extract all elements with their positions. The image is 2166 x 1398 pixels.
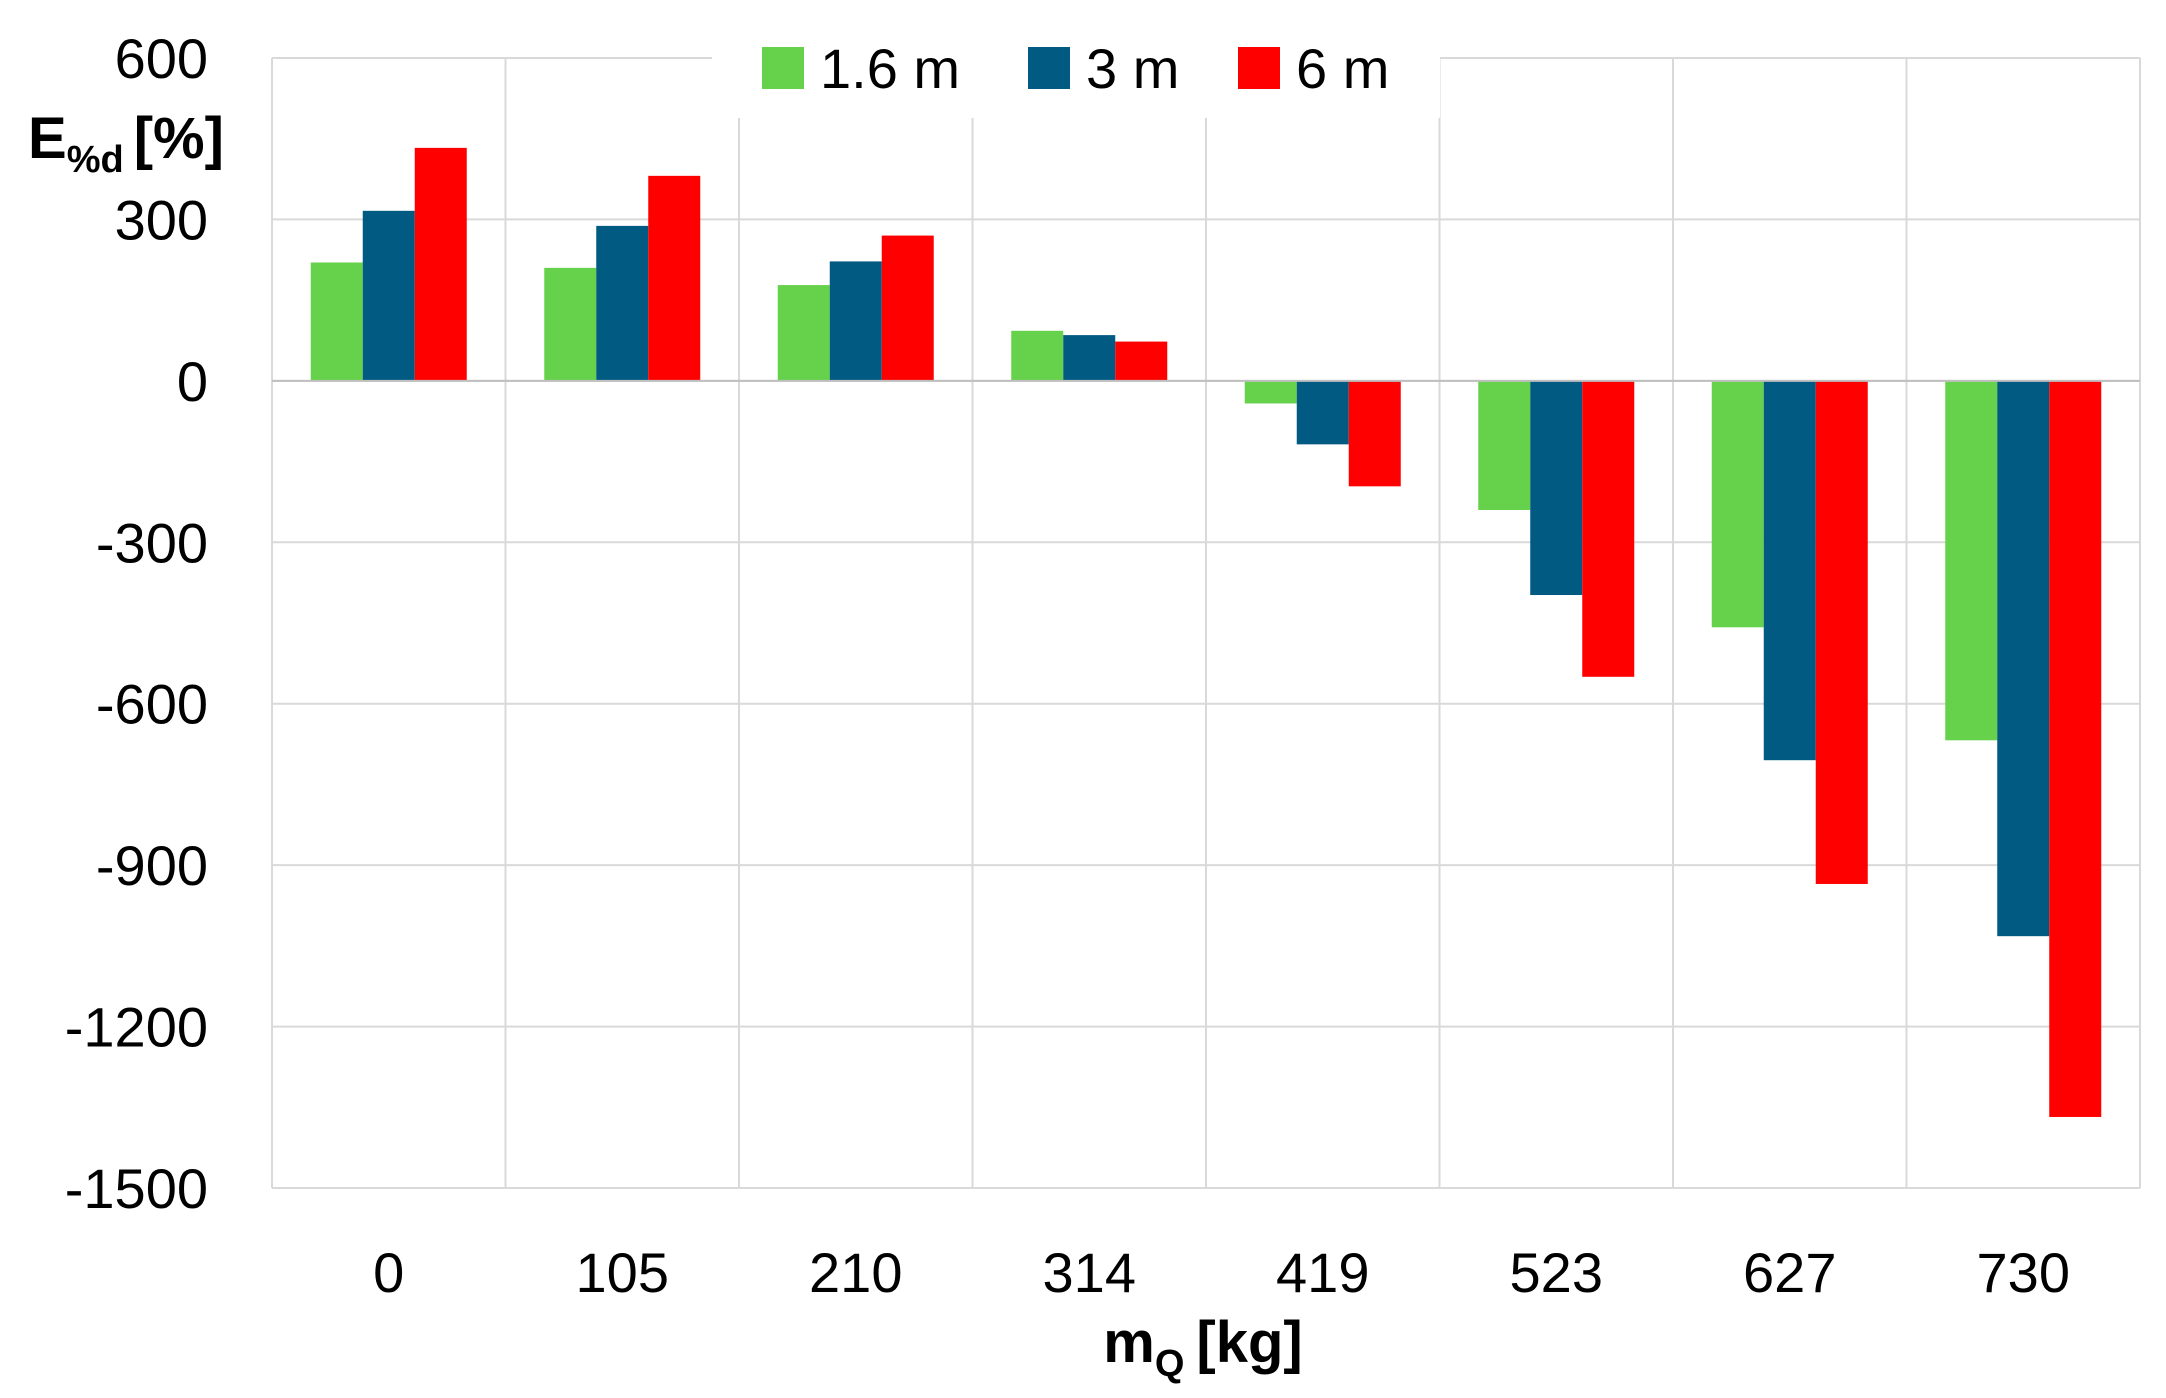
y-axis-title: E%d [%]: [28, 106, 224, 181]
y-tick-label-5: -900: [96, 834, 208, 897]
bar-6-m-523: [1582, 380, 1635, 677]
bar-6-m-210: [881, 235, 934, 381]
bar-1-6-m-523: [1478, 380, 1531, 510]
bar-6-m-419: [1348, 380, 1401, 487]
bar-3-m-210: [829, 261, 882, 381]
bar-6-m-730: [2049, 380, 2102, 1117]
bar-6-m-105: [648, 175, 701, 381]
bar-1-6-m-730: [1945, 380, 1998, 741]
x-tick-label-3: 314: [1043, 1241, 1136, 1304]
x-axis-title-sub: Q: [1155, 1343, 1185, 1385]
x-axis-title: mQ [kg]: [1103, 1310, 1302, 1385]
legend-label-3m: 3 m: [1086, 37, 1179, 100]
x-axis-title-unit: [kg]: [1196, 1310, 1302, 1375]
bar-3-m-314: [1063, 335, 1116, 381]
bar-3-m-523: [1530, 380, 1583, 596]
x-axis-tick-labels: 0 105 210 314 419 523 627 730: [373, 1241, 2070, 1304]
legend: 1.6 m 3 m 6 m: [712, 32, 1440, 118]
x-tick-label-7: 730: [1977, 1241, 2070, 1304]
bar-6-m-627: [1815, 380, 1868, 884]
x-tick-label-4: 419: [1276, 1241, 1369, 1304]
bar-3-m-730: [1997, 380, 2050, 937]
grid: [271, 57, 2141, 1189]
x-axis-title-main: m: [1103, 1310, 1155, 1375]
x-tick-label-1: 105: [576, 1241, 669, 1304]
legend-background: [712, 32, 1440, 118]
bar-1-6-m-0: [310, 262, 363, 381]
legend-swatch-1-6m: [762, 47, 804, 89]
bar-1-6-m-627: [1711, 380, 1764, 628]
bar-6-m-314: [1115, 341, 1168, 381]
legend-swatch-6m: [1238, 47, 1280, 89]
bar-1-6-m-419: [1244, 380, 1297, 404]
y-tick-label-0: 600: [115, 27, 208, 90]
bar-1-6-m-314: [1011, 330, 1064, 381]
x-tick-label-6: 627: [1743, 1241, 1836, 1304]
bar-3-m-105: [596, 225, 649, 381]
bar-3-m-627: [1763, 380, 1816, 761]
legend-label-6m: 6 m: [1296, 37, 1389, 100]
x-tick-label-2: 210: [809, 1241, 902, 1304]
y-axis-tick-labels: 600 300 0 -300 -600 -900 -1200 -1500: [65, 27, 208, 1220]
legend-label-1-6m: 1.6 m: [820, 37, 960, 100]
y-axis-title-unit: [%]: [134, 106, 224, 171]
y-tick-label-7: -1500: [65, 1157, 208, 1220]
y-axis-title-sub: %d: [67, 139, 124, 181]
y-tick-label-3: -300: [96, 511, 208, 574]
y-axis-title-main: E: [28, 106, 67, 171]
bar-1-6-m-105: [544, 267, 597, 381]
bar-3-m-419: [1296, 380, 1349, 445]
bar-1-6-m-210: [777, 285, 830, 381]
legend-swatch-3m: [1028, 47, 1070, 89]
x-tick-label-0: 0: [373, 1241, 404, 1304]
x-tick-label-5: 523: [1510, 1241, 1603, 1304]
y-tick-label-1: 300: [115, 188, 208, 251]
bars: [310, 147, 2102, 1117]
bar-3-m-0: [362, 210, 415, 381]
y-tick-label-4: -600: [96, 673, 208, 736]
y-tick-label-6: -1200: [65, 996, 208, 1059]
bar-6-m-0: [414, 147, 467, 381]
y-tick-label-2: 0: [177, 350, 208, 413]
